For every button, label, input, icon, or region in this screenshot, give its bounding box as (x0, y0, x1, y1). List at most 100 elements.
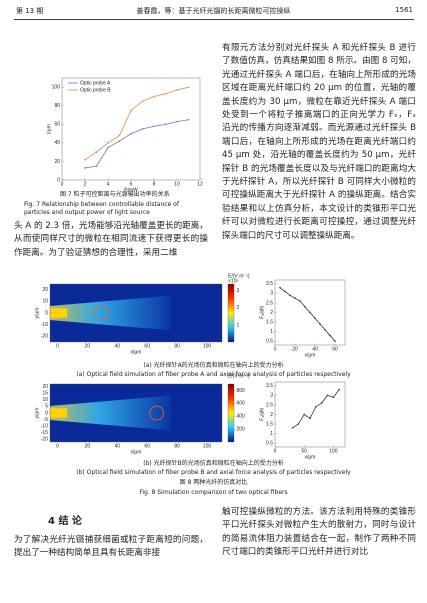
fig8a-caption-cn: (a) 光纤探针A的光场仿真和微粒在轴向上的受力分析 (143, 362, 284, 369)
y-tick-label: 1.5 (266, 319, 273, 325)
legend-label: Optic probe B (80, 87, 111, 93)
data-point (319, 323, 321, 325)
y-tick-label: 40 (54, 140, 60, 146)
y-tick-label: 2.5 (266, 402, 273, 408)
y-tick-label: 3.5 (266, 281, 273, 287)
plot-frame (274, 381, 346, 448)
y-tick-label: -5 (44, 417, 49, 423)
field-beam (50, 295, 171, 331)
y-tick-label: 1.5 (266, 421, 273, 427)
data-point (297, 423, 300, 425)
colorbar-tick-label: 400 (237, 414, 246, 420)
x-axis-label: x/μm (131, 449, 142, 455)
x-tick-label: 40 (115, 443, 121, 449)
colorbar-scale: ×10⁵ (228, 278, 239, 284)
running-title: 姜春霞，等：基于光纤光镊的长距离微粒可控操纵 (136, 7, 291, 15)
y-tick-label: -10 (41, 424, 48, 430)
x-tick-label: 60 (144, 443, 150, 449)
colorbar-tick-label: 2 (237, 305, 240, 311)
y-axis-label: Fₓ/pN (259, 408, 265, 421)
y-tick-label: 0 (57, 177, 60, 183)
y-tick-label: 0 (45, 410, 48, 416)
x-tick-label: 6 (130, 181, 133, 187)
x-tick-label: 40 (115, 343, 121, 349)
x-tick-label: 0 (274, 448, 277, 454)
data-point (338, 388, 340, 391)
y-axis-label: y/μm (34, 408, 40, 419)
x-tick-label: 20 (85, 343, 91, 349)
data-point (107, 146, 109, 149)
data-point (326, 394, 329, 397)
x-tick-label: 0 (56, 343, 59, 349)
y-tick-label: 3 (270, 291, 273, 297)
header-rule (14, 19, 414, 20)
y-tick-label: -20 (41, 437, 48, 443)
fig8-caption-en: Fig. 8 Simulation comparison of two opti… (139, 489, 288, 496)
data-point (324, 328, 326, 331)
data-point (329, 334, 331, 337)
data-point (304, 305, 306, 308)
y-tick-label: 100 (52, 85, 61, 91)
y-tick-label: 0.5 (266, 339, 273, 345)
y-axis-label: Fₓ/pN (259, 306, 265, 319)
x-axis-label: x/μm (305, 352, 316, 358)
data-point (289, 294, 291, 297)
data-point (314, 317, 316, 320)
y-tick-label: 10 (42, 299, 48, 305)
y-axis-label: l/μm (46, 124, 52, 134)
data-point (309, 417, 311, 420)
x-tick-label: 80 (174, 443, 180, 449)
series-line (292, 389, 340, 429)
data-point (315, 406, 317, 408)
field-beam (50, 395, 171, 431)
data-point (332, 396, 335, 399)
page-number: 1561 (395, 6, 413, 14)
y-tick-label: 60 (54, 122, 60, 128)
fiber (50, 408, 68, 418)
series-line (84, 119, 189, 169)
x-tick-label: 0 (274, 346, 277, 352)
x-tick-label: 100 (329, 448, 338, 454)
x-axis-label: x/μm (131, 349, 142, 355)
paragraph: 触可控操纵微粒的方法。该方法利用特殊的类锥形平口光纤探头对微粒产生大的散射力，同… (222, 507, 416, 558)
data-point (164, 123, 167, 126)
data-point (279, 286, 281, 289)
paragraph: 为了解决光纤光镊捕获细菌或粒子距离短的问题，提出了一种结构简单且具有长距离非接 (14, 535, 208, 559)
colorbar (227, 283, 235, 343)
data-point (187, 118, 190, 121)
data-point (164, 92, 167, 95)
series-line (84, 86, 189, 160)
data-point (334, 340, 336, 342)
y-tick-label: 2 (270, 412, 273, 418)
data-point (95, 165, 98, 167)
particle (149, 405, 164, 421)
y-tick-label: 20 (54, 159, 60, 165)
data-point (303, 413, 305, 416)
data-point (176, 120, 178, 123)
y-tick-label: 15 (42, 391, 48, 397)
x-tick-label: 100 (203, 443, 212, 449)
y-tick-label: 3.5 (266, 383, 273, 389)
x-tick-label: 80 (174, 343, 180, 349)
colorbar-tick-label: 200 (237, 426, 246, 432)
data-point (84, 158, 86, 161)
fig8b-caption-en: (b) Optical field simulation of fiber pr… (76, 469, 351, 476)
y-tick-label: -15 (41, 430, 48, 436)
x-tick-label: 50 (301, 448, 307, 454)
data-point (84, 167, 86, 169)
x-tick-label: 40 (312, 346, 318, 352)
x-axis-label: P/mW (124, 187, 138, 193)
data-point (299, 300, 301, 302)
data-point (153, 95, 155, 98)
fig7-caption-cn: 图 7 粒子可控距离与光源输出功率的关系 (60, 191, 170, 198)
y-tick-label: 20 (42, 384, 48, 390)
x-tick-label: 4 (107, 181, 110, 187)
series-line (279, 287, 336, 342)
data-point (153, 125, 155, 128)
colorbar-tick-label: 800 (237, 388, 246, 394)
y-tick-label: 80 (54, 103, 60, 109)
y-tick-label: 10 (42, 397, 48, 403)
x-tick-label: 0 (61, 181, 64, 187)
